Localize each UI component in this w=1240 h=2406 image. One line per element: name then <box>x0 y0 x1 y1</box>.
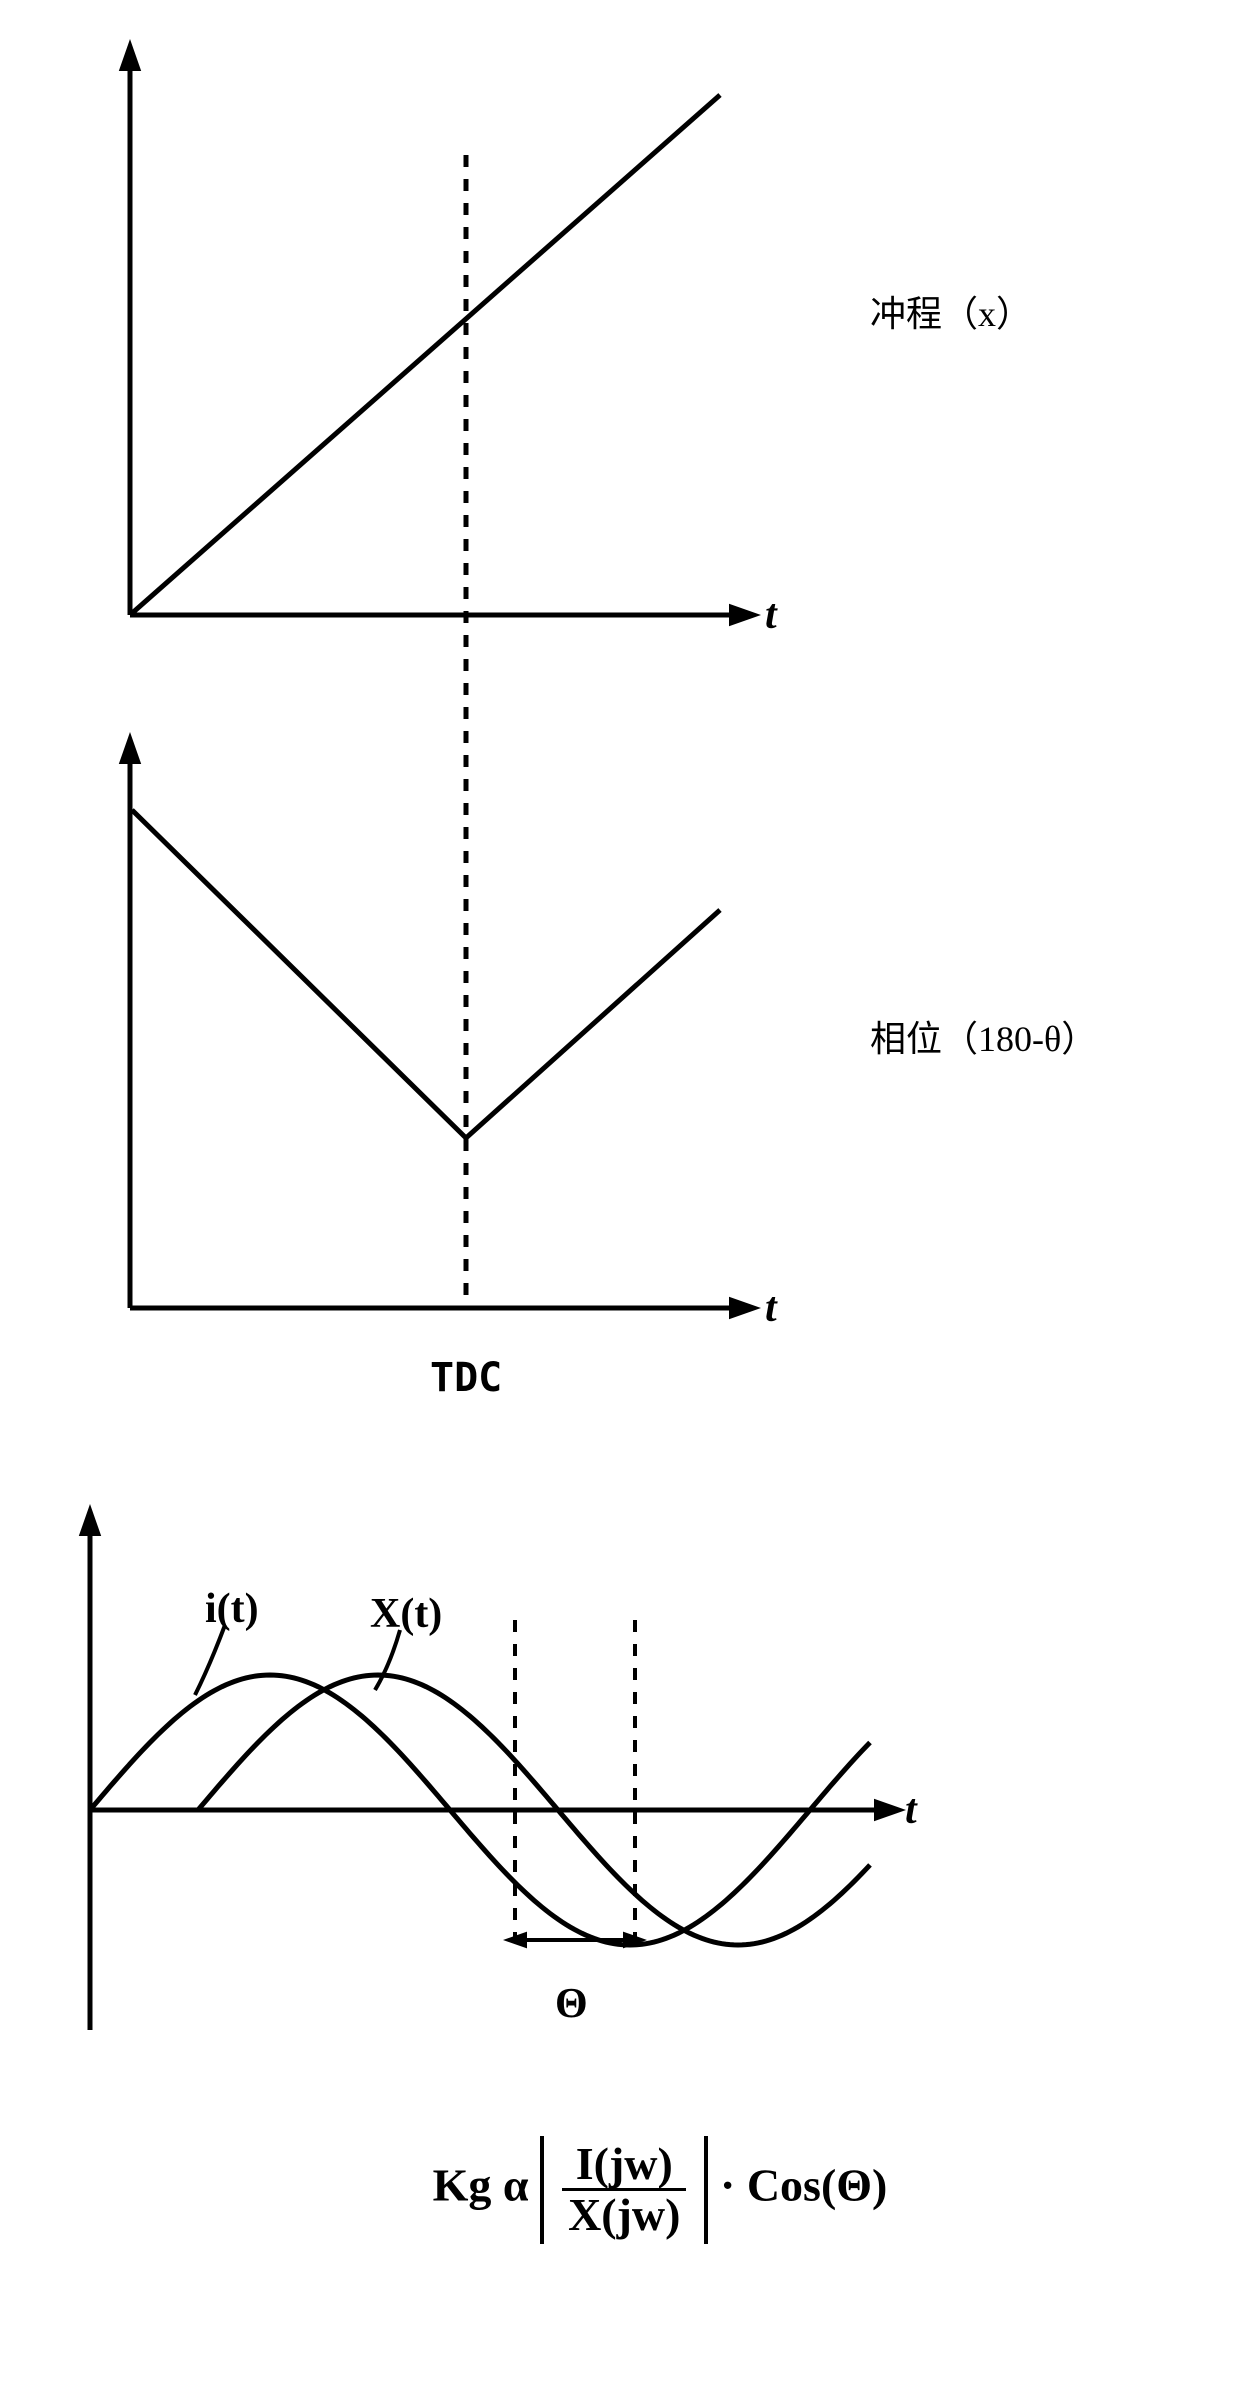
formula: Kg α I(jw) X(jw) · Cos(Θ) <box>340 2140 980 2240</box>
dashed-svg <box>0 0 1240 1450</box>
formula-prefix: Kg α <box>433 2159 529 2210</box>
formula-numerator: I(jw) <box>562 2140 686 2191</box>
curve-x-label: X(t) <box>370 1590 442 1638</box>
formula-denominator: X(jw) <box>562 2191 686 2239</box>
chart3-x-axis-label: t <box>905 1786 917 1834</box>
curve-i-label: i(t) <box>205 1585 259 1633</box>
formula-fraction: I(jw) X(jw) <box>540 2140 708 2240</box>
chart3-svg <box>0 1480 1240 2130</box>
formula-suffix: · Cos(Θ) <box>720 2159 887 2210</box>
theta-label: Θ <box>555 1980 588 2028</box>
page: 冲程（x） t 相位（180-θ） t TDC t i(t) X(t) Θ Kg… <box>0 0 1240 2406</box>
